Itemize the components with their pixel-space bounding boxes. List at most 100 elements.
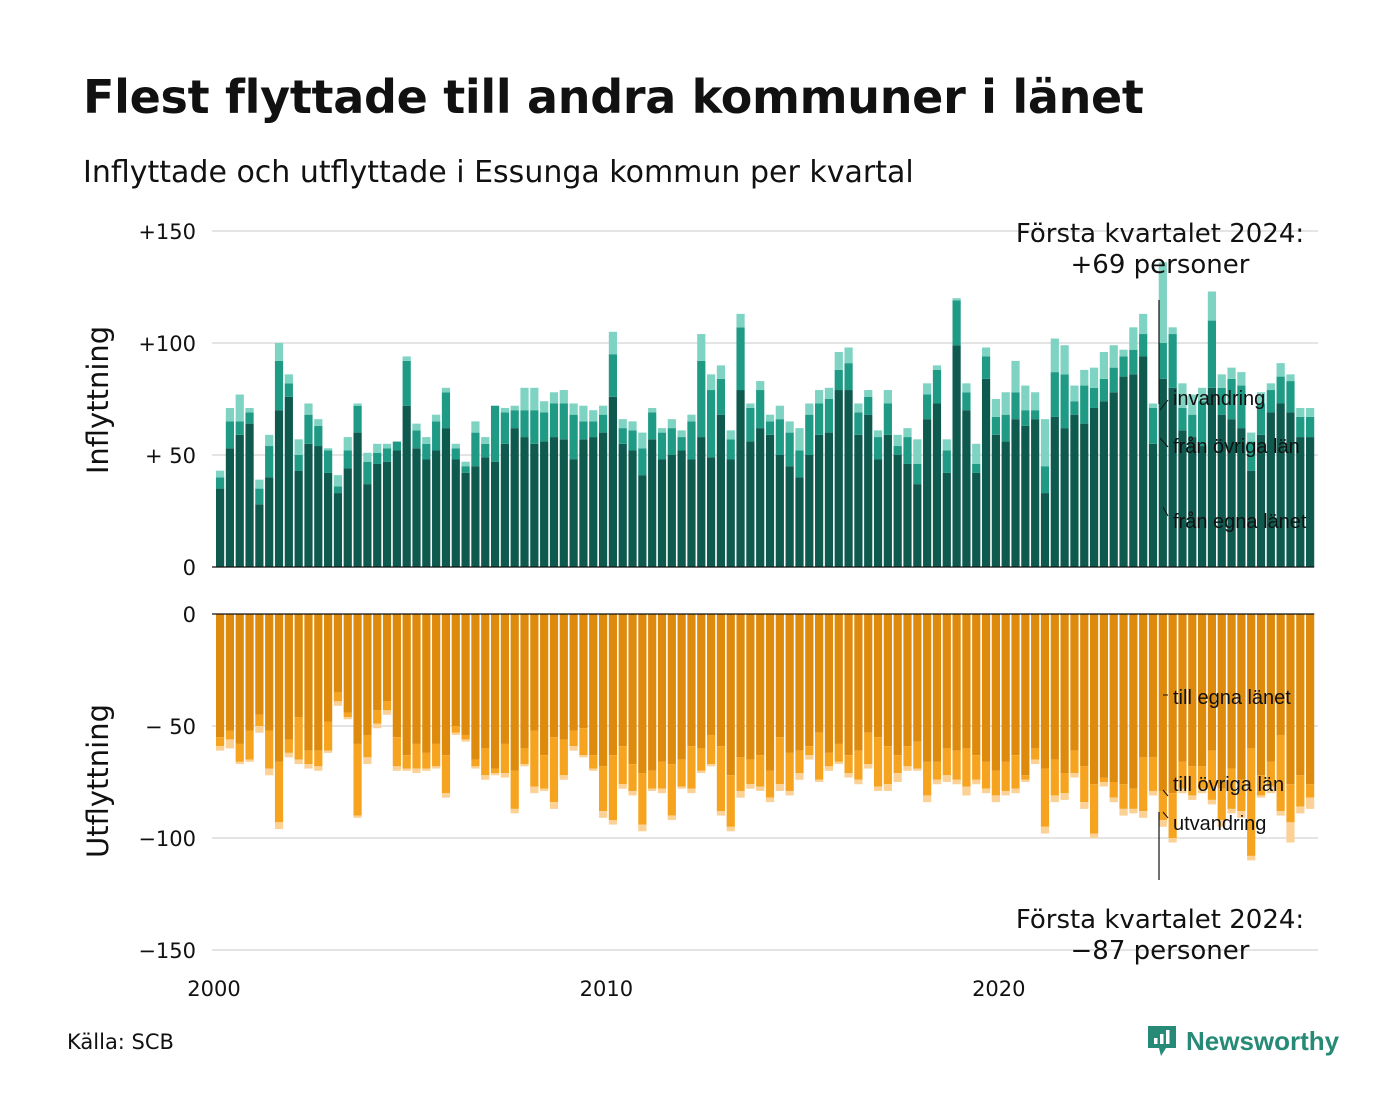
inflow-bar-segment (1001, 441, 1010, 567)
inflow-bars (216, 262, 1315, 567)
outflow-bar-segment (382, 614, 392, 702)
outflow-bar-segment (893, 755, 902, 774)
inflow-bar-segment (549, 437, 559, 567)
outflow-bar-segment (618, 746, 627, 785)
inflow-bar-segment (726, 430, 735, 440)
outflow-bar-segment (913, 768, 922, 771)
newsworthy-logo[interactable]: Newsworthy (1146, 1024, 1339, 1058)
outflow-bar-segment (1129, 788, 1138, 809)
x-tick-label: 2010 (580, 977, 633, 1001)
outflow-bar-segment (265, 768, 274, 776)
inflow-bar-segment (893, 455, 902, 567)
inflow-bar-segment (952, 300, 961, 346)
outflow-bar-segment (589, 755, 598, 769)
outflow-bar-segment (481, 614, 490, 749)
outflow-bar-segment (412, 614, 421, 744)
outflow-bars (216, 614, 1315, 861)
inflow-bar-segment (225, 448, 235, 567)
inflow-bar-segment (834, 369, 843, 391)
outflow-bar-segment (903, 766, 912, 771)
outflow-bar-segment (510, 614, 519, 771)
outflow-bar-segment (903, 614, 912, 747)
outflow-bar-segment (461, 614, 470, 735)
outflow-bar-segment (1286, 822, 1295, 843)
outflow-bar-segment (815, 732, 824, 780)
inflow-bar-segment (1237, 428, 1246, 567)
chart-title: Flest flyttade till andra kommuner i län… (83, 70, 1144, 124)
inflow-bar-segment (324, 450, 333, 473)
inflow-bar-segment (795, 428, 804, 451)
outflow-bar-segment (1099, 614, 1108, 778)
inflow-bar-segment (1109, 345, 1118, 368)
outflow-bar-segment (795, 773, 804, 780)
outflow-bar-segment (1011, 614, 1020, 756)
inflow-bar-segment (1256, 403, 1266, 435)
inflow-bar-segment (481, 437, 490, 444)
inflow-bar-segment (598, 432, 608, 567)
outflow-bar-segment (1089, 784, 1099, 834)
inflow-bar-segment (952, 298, 961, 301)
inflow-bar-segment (530, 443, 539, 567)
inflow-bar-segment (815, 390, 824, 404)
inflow-bar-segment (1148, 407, 1158, 444)
outflow-bar-segment (913, 741, 922, 769)
inflow-bar-segment (981, 378, 991, 567)
outflow-bar-segment (864, 732, 873, 765)
tick-labels: 0 + 50 +100 +150 0 − 50 −100 −150 2000 2010 2020 (138, 220, 1025, 1001)
inflow-bar-segment (795, 477, 804, 567)
outflow-bar-segment (363, 734, 372, 758)
inflow-bar-segment (1089, 367, 1099, 388)
inflow-bar-segment (981, 347, 991, 357)
inflow-bar-segment (1011, 419, 1020, 567)
outflow-bar-segment (981, 614, 991, 762)
inflow-bar-segment (1256, 392, 1266, 404)
inflow-bar-segment (235, 394, 244, 422)
inflow-bar-segment (1158, 262, 1167, 343)
inflow-bar-segment (657, 432, 667, 460)
inflow-bar-segment (1266, 412, 1275, 567)
inflow-bar-segment (1198, 387, 1207, 402)
series-labels-inflow: invandring från övriga län från egna län… (1159, 388, 1307, 533)
inflow-bar-segment (569, 403, 578, 415)
inflow-bar-segment (598, 414, 608, 433)
inflow-bar-segment (1040, 493, 1050, 567)
outflow-bar-segment (1168, 793, 1177, 838)
inflow-bar-segment (540, 401, 549, 413)
outflow-bar-segment (991, 614, 1000, 771)
y-tick-label: 0 (183, 603, 196, 627)
inflow-bar-segment (854, 434, 863, 567)
outflow-bar-segment (510, 770, 519, 809)
inflow-bar-segment (589, 410, 598, 422)
outflow-bar-segment (216, 737, 225, 747)
y-axis-label-inflow: Inflyttning (81, 326, 115, 474)
inflow-bar-segment (265, 434, 274, 447)
outflow-bar-segment (432, 743, 441, 767)
inflow-bar-segment (1168, 387, 1177, 567)
outflow-bar-segment (854, 614, 863, 751)
outflow-bar-segment (844, 773, 853, 778)
outflow-bar-segment (216, 614, 225, 738)
outflow-bar-segment (1119, 614, 1128, 785)
inflow-bar-segment (844, 390, 853, 567)
inflow-bar-segment (756, 390, 765, 429)
inflow-bar-segment (726, 439, 735, 460)
inflow-bar-segment (667, 428, 676, 455)
inflow-bar-segment (1276, 403, 1285, 567)
outflow-bar-segment (756, 786, 765, 791)
inflow-bar-segment (657, 459, 667, 567)
outflow-bar-segment (657, 614, 667, 762)
outflow-bar-segment (1070, 750, 1079, 774)
outflow-bar-segment (284, 752, 293, 758)
inflow-bar-segment (687, 414, 696, 422)
outflow-bar-segment (579, 728, 588, 756)
inflow-bar-segment (520, 387, 529, 411)
outflow-bar-segment (1306, 784, 1315, 798)
outflow-bar-segment (913, 614, 922, 742)
inflow-bar-segment (942, 439, 951, 451)
outflow-bar-segment (598, 811, 608, 818)
inflow-bar-segment (569, 414, 578, 460)
outflow-bar-segment (716, 811, 726, 816)
inflow-bar-segment (559, 390, 568, 404)
inflow-bar-segment (1129, 374, 1138, 567)
inflow-bar-segment (962, 383, 971, 393)
